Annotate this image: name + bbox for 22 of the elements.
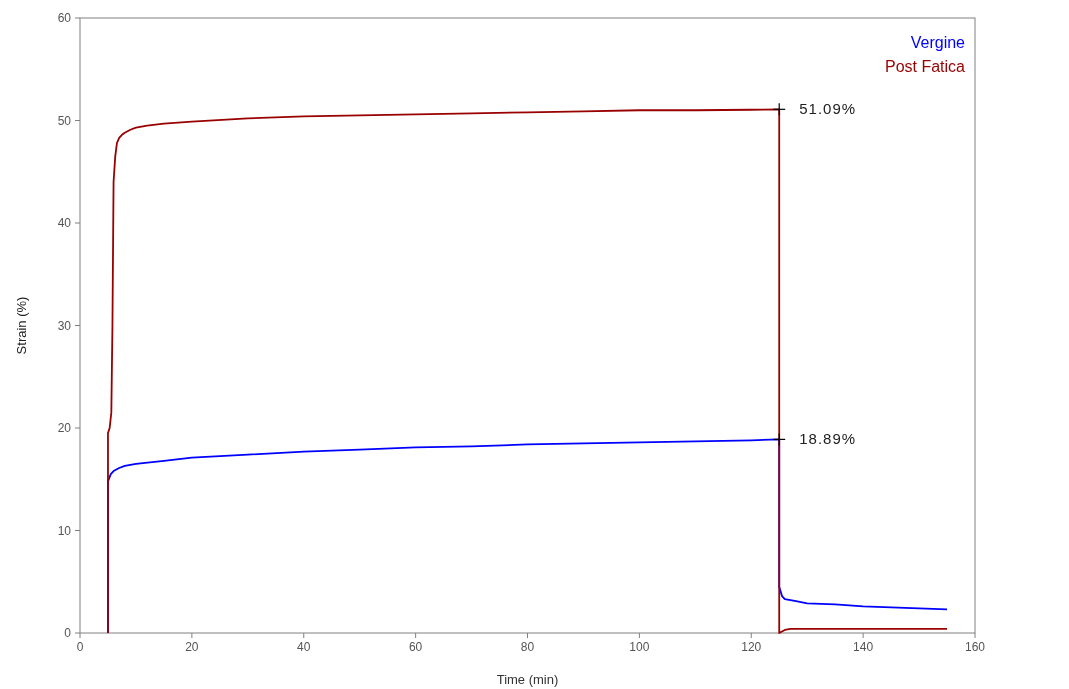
x-tick-label: 60 <box>408 640 423 654</box>
y-tick-label: 20 <box>57 421 72 435</box>
x-tick-label: 120 <box>741 640 762 654</box>
x-tick-label: 40 <box>297 640 311 654</box>
x-tick-label: 100 <box>629 640 650 654</box>
y-tick-label: 40 <box>57 216 72 230</box>
x-tick-label: 0 <box>76 640 84 654</box>
x-tick-label: 20 <box>185 640 199 654</box>
text: Post Fatica <box>884 58 966 75</box>
annotation: 18.89% <box>799 430 857 448</box>
y-tick-label: 50 <box>57 113 72 128</box>
x-tick-label: 140 <box>853 640 874 654</box>
x-axis-title: Time (min) <box>496 672 559 687</box>
y-tick-label: 60 <box>57 11 72 25</box>
text: Vergine <box>910 34 966 51</box>
annotation: 51.09% <box>799 100 857 118</box>
y-tick-label: 10 <box>57 523 72 538</box>
x-tick-label: 80 <box>520 640 535 654</box>
x-tick-label: 160 <box>964 640 986 654</box>
y-tick-label: 0 <box>64 626 72 640</box>
y-axis-title: Strain (%) <box>14 296 29 355</box>
y-tick-label: 30 <box>57 318 72 333</box>
